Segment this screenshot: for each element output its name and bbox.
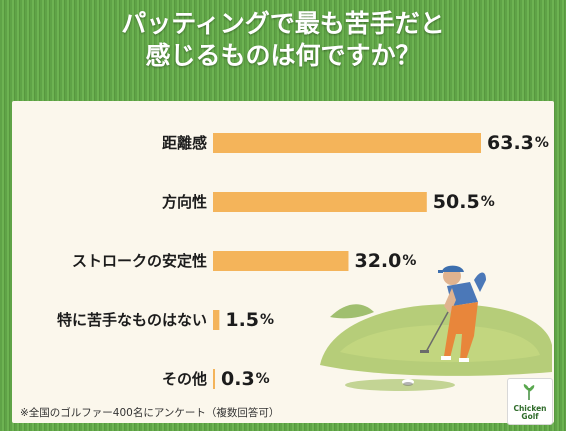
category-label: 方向性 (162, 193, 207, 211)
footnote: ※全国のゴルファー400名にアンケート（複数回答可） (20, 407, 280, 419)
bar (213, 192, 427, 212)
golfer-putting-illustration (320, 265, 552, 391)
value-label: 50.5% (433, 191, 495, 213)
bar (213, 133, 481, 153)
bars-group: 距離感 63.3% 方向性 50.5% ストロークの安定性 32.0% 特に苦手なものはない… (57, 132, 549, 390)
category-label: その他 (162, 370, 207, 388)
title-line-2: 感じるものは何ですか？ (145, 41, 421, 70)
bar (213, 251, 349, 271)
logo-text-line-1: Chicken (513, 404, 547, 413)
value-label: 32.0% (354, 250, 416, 272)
category-label: 特に苦手なものはない (57, 311, 207, 329)
value-label: 1.5% (225, 309, 274, 331)
title-line-1: パッティングで最も苦手だと (121, 9, 445, 38)
value-label: 0.3% (221, 368, 270, 390)
category-label: ストロークの安定性 (72, 252, 207, 270)
logo-text-line-2: Golf (521, 412, 539, 421)
bar (213, 369, 215, 389)
chart-title: パッティングで最も苦手だと 感じるものは何ですか？ (0, 8, 566, 72)
chicken-logo-icon (523, 384, 535, 401)
bar (213, 310, 220, 330)
chicken-golf-logo: Chicken Golf (507, 378, 553, 425)
category-label: 距離感 (162, 134, 207, 152)
value-label: 63.3% (487, 132, 549, 154)
